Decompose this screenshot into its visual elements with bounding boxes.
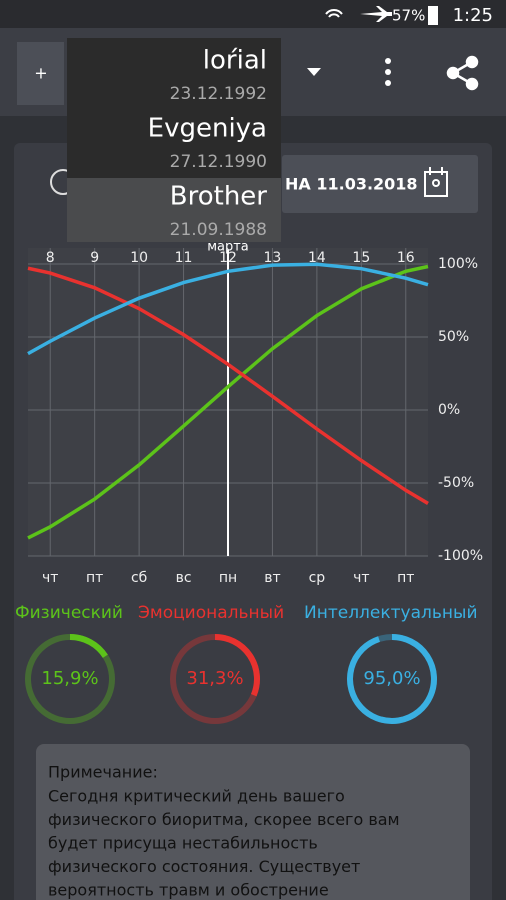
menu-button[interactable] — [385, 58, 391, 86]
dropdown-arrow[interactable] — [307, 68, 321, 76]
note-title: Примечание: — [48, 763, 158, 782]
clock: 1:25 — [453, 5, 493, 26]
profile-date: 21.09.1988 — [170, 220, 267, 240]
add-button[interactable] — [17, 42, 64, 105]
x-tick-label: 14 — [308, 250, 326, 266]
weekday-label: пт — [397, 570, 414, 586]
series-line — [27, 264, 429, 540]
battery-text: 57% — [392, 7, 425, 25]
gauges: Физический 15,9% Эмоциональный 31,3% Интелле… — [15, 603, 478, 724]
date-button-label: НА 11.03.2018 — [285, 175, 418, 194]
y-tick-label: 0% — [438, 402, 460, 418]
airplane-icon — [360, 6, 392, 22]
weekday-label: вт — [264, 570, 280, 586]
wifi-icon — [325, 9, 343, 18]
y-tick-label: -100% — [438, 548, 483, 564]
legend-label: Физический — [15, 603, 123, 623]
x-tick-label: 11 — [175, 250, 193, 266]
weekday-label: вс — [176, 570, 192, 586]
series-line — [27, 262, 429, 356]
weekday-label: пт — [86, 570, 103, 586]
profile-name: Evgeniya — [148, 114, 267, 144]
selected-item-bg — [67, 178, 281, 242]
profile-date: 23.12.1992 — [170, 84, 267, 104]
note-line: будет присуща нестабильность — [48, 834, 318, 853]
legend-label: Интеллектуальный — [304, 603, 478, 623]
profile-dropdown: loŕial 23.12.1992 Evgeniya 27.12.1990 Brothe… — [67, 38, 281, 242]
note-line: Сегодня критический день вашего — [48, 787, 345, 806]
note-line: физического состояния. Существует — [48, 857, 360, 876]
x-tick-label: 8 — [46, 250, 55, 266]
gauge-arc — [69, 634, 108, 659]
note-box — [36, 744, 470, 900]
profile-name: Brother — [170, 182, 268, 212]
x-tick-label: 9 — [90, 250, 99, 266]
x-tick-label: 16 — [397, 250, 415, 266]
weekday-label: чт — [42, 570, 58, 586]
calendar-icon — [424, 167, 448, 197]
profile-name: loŕial — [203, 46, 267, 76]
weekday-label: сб — [131, 570, 147, 586]
gauge-value: 95,0% — [363, 668, 420, 689]
y-tick-label: 100% — [438, 256, 478, 272]
add-button-label: + — [34, 64, 47, 83]
gauge-arc — [347, 634, 437, 724]
status-bar — [0, 0, 506, 28]
gauge-value: 15,9% — [41, 668, 98, 689]
legend-label: Эмоциональный — [138, 603, 284, 623]
series-line — [27, 266, 429, 505]
note-line: вероятность травм и обострение — [48, 881, 329, 900]
weekday-label: чт — [353, 570, 369, 586]
note-line: физического биоритма, скорее всего вам — [48, 810, 400, 829]
battery-icon — [428, 6, 438, 25]
x-tick-label: 15 — [352, 250, 370, 266]
weekday-label: пн — [219, 570, 237, 586]
x-tick-label: 13 — [264, 250, 282, 266]
share-button[interactable] — [446, 55, 479, 91]
current-month-label: марта — [207, 240, 249, 255]
gauge-value: 31,3% — [186, 668, 243, 689]
weekday-label: ср — [309, 570, 326, 586]
profile-date: 27.12.1990 — [170, 152, 267, 172]
y-tick-label: -50% — [438, 475, 474, 491]
note-text: Сегодня критический день вашего физическо… — [48, 787, 400, 900]
gauge-arc — [214, 634, 260, 697]
biorhythm-chart: 8чт9пт10сб11вс12пн13вт14ср15чт16пт100%50… — [27, 240, 483, 586]
y-tick-label: 50% — [438, 329, 469, 345]
x-tick-label: 10 — [130, 250, 148, 266]
